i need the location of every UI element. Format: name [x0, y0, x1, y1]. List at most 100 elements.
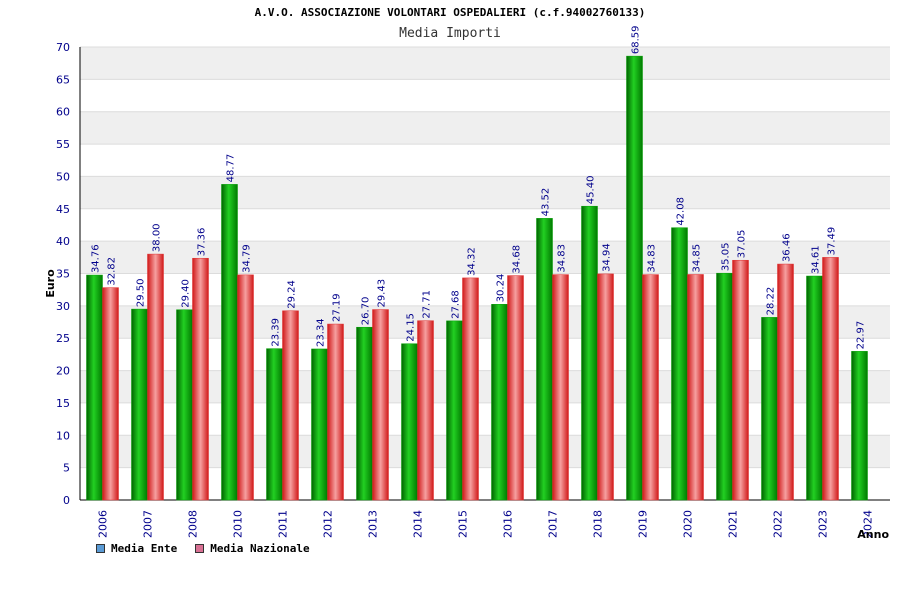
data-label-nazionale: 38.00: [152, 223, 163, 252]
y-tick-label: 40: [56, 235, 70, 248]
bar-ente: [851, 351, 868, 501]
bar-nazionale: [192, 257, 209, 501]
x-axis-label: Anno: [857, 528, 889, 541]
data-label-ente: 30.24: [496, 274, 507, 303]
bar-nazionale: [282, 310, 299, 501]
x-tick-label: 2016: [502, 510, 515, 538]
bar-nazionale: [102, 287, 119, 501]
grid-band: [80, 47, 890, 80]
y-tick-label: 0: [63, 494, 70, 507]
data-label-ente: 68.59: [631, 25, 642, 54]
x-tick-label: 2015: [457, 510, 470, 538]
legend-swatch-nazionale: [195, 544, 205, 553]
data-label-nazionale: 32.82: [107, 257, 118, 286]
bar-nazionale: [237, 274, 254, 501]
x-tick-label: 2012: [322, 510, 335, 538]
data-label-ente: 27.68: [451, 290, 462, 319]
y-tick-label: 65: [56, 73, 70, 86]
y-tick-label: 50: [56, 170, 70, 183]
x-tick-label: 2018: [592, 510, 605, 538]
y-tick-label: 55: [56, 138, 70, 151]
data-label-ente: 29.50: [136, 278, 147, 307]
bar-ente: [626, 55, 643, 501]
bar-ente: [581, 205, 598, 501]
grid-band: [80, 435, 890, 468]
data-label-ente: 48.77: [226, 154, 237, 183]
grid-band: [80, 176, 890, 209]
y-tick-label: 20: [56, 365, 70, 378]
bar-ente: [446, 320, 463, 501]
chart-subtitle: Media Importi: [399, 26, 501, 41]
bar-ente: [311, 348, 328, 501]
data-label-nazionale: 27.19: [332, 293, 343, 322]
bar-nazionale: [822, 257, 839, 501]
bar-nazionale: [777, 263, 794, 501]
data-label-nazionale: 34.94: [602, 243, 613, 272]
grid-band: [80, 370, 890, 403]
bar-ente: [401, 343, 418, 501]
x-tick-label: 2023: [817, 510, 830, 538]
data-label-ente: 22.97: [856, 321, 867, 350]
bar-ente: [86, 274, 103, 501]
data-label-ente: 24.15: [406, 313, 417, 342]
data-label-ente: 28.22: [766, 287, 777, 316]
x-tick-label: 2022: [772, 510, 785, 538]
bar-nazionale: [372, 309, 389, 501]
grid-band: [80, 305, 890, 339]
grid-band: [80, 467, 890, 500]
grid-band: [80, 402, 890, 436]
bar-nazionale: [687, 274, 704, 501]
x-tick-label: 2021: [727, 510, 740, 538]
data-label-ente: 42.08: [676, 197, 687, 226]
data-label-nazionale: 37.05: [737, 230, 748, 259]
data-label-ente: 34.76: [91, 244, 102, 273]
bar-ente: [221, 184, 238, 501]
data-label-nazionale: 34.68: [512, 245, 523, 274]
data-label-nazionale: 29.24: [287, 280, 298, 309]
bar-nazionale: [462, 277, 479, 501]
x-tick-label: 2020: [682, 510, 695, 538]
grid-band: [80, 273, 890, 306]
data-label-ente: 35.05: [721, 243, 732, 272]
legend-item-ente: Media Ente: [96, 542, 177, 555]
data-label-nazionale: 29.43: [377, 279, 388, 308]
y-tick-label: 35: [56, 268, 70, 281]
x-tick-label: 2014: [412, 510, 425, 538]
data-label-ente: 43.52: [541, 188, 552, 217]
data-label-ente: 26.70: [361, 297, 372, 326]
data-label-nazionale: 37.36: [197, 228, 208, 257]
bar-nazionale: [507, 275, 524, 501]
grid-band: [80, 338, 890, 371]
x-tick-label: 2007: [142, 510, 155, 538]
chart-title: A.V.O. ASSOCIAZIONE VOLONTARI OSPEDALIER…: [254, 6, 646, 19]
y-tick-label: 5: [63, 462, 70, 475]
y-tick-label: 15: [56, 397, 70, 410]
bar-ente: [176, 309, 193, 501]
y-tick-label: 45: [56, 203, 70, 216]
bar-nazionale: [417, 320, 434, 501]
data-label-nazionale: 34.83: [647, 244, 658, 273]
x-tick-label: 2008: [187, 510, 200, 538]
grid-band: [80, 79, 890, 112]
bar-nazionale: [147, 253, 164, 501]
grid-band: [80, 144, 890, 177]
bar-nazionale: [552, 274, 569, 501]
bar-ente: [806, 275, 823, 501]
bar-ente: [131, 308, 148, 501]
data-label-nazionale: 36.46: [782, 233, 793, 262]
data-label-nazionale: 27.71: [422, 290, 433, 319]
bar-nazionale: [597, 273, 614, 501]
legend-swatch-ente: [96, 544, 105, 553]
data-label-ente: 23.34: [316, 318, 327, 347]
x-tick-label: 2017: [547, 510, 560, 538]
legend: Media Ente Media Nazionale: [96, 542, 310, 555]
legend-label-nazionale: Media Nazionale: [210, 542, 310, 555]
legend-label-ente: Media Ente: [111, 542, 178, 555]
bar-nazionale: [732, 259, 749, 501]
bar-ente: [266, 348, 283, 501]
data-label-ente: 23.39: [271, 318, 282, 347]
bar-ente: [536, 218, 553, 501]
x-tick-label: 2011: [277, 510, 290, 538]
data-label-ente: 29.40: [181, 279, 192, 308]
